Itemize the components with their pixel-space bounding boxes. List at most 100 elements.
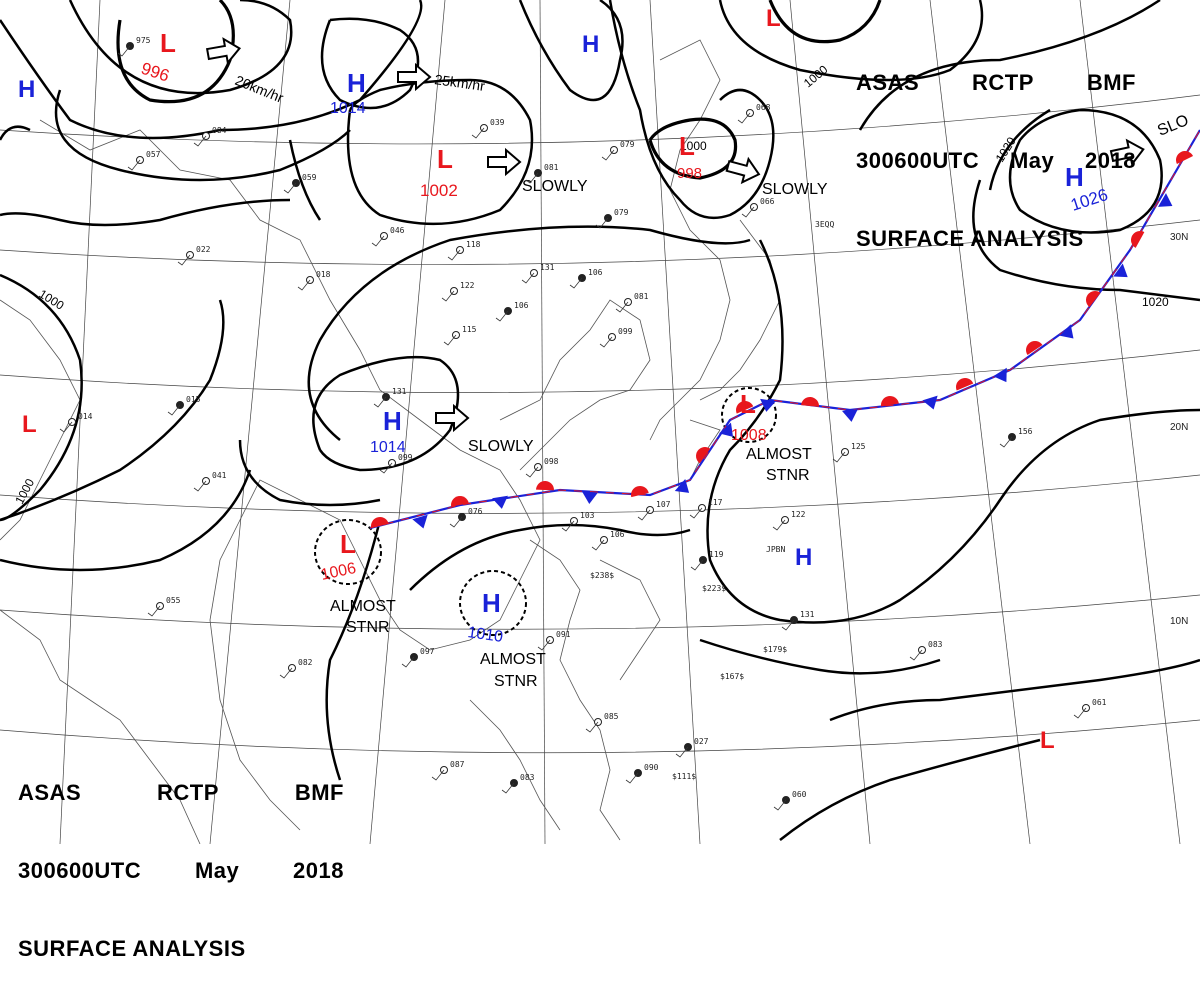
warm-front-semicircle	[536, 481, 554, 491]
ship-label: $238$	[590, 571, 614, 580]
station-pressure-code: 083	[928, 640, 943, 649]
station-pressure-code: 060	[792, 790, 807, 799]
station-observation: 059	[283, 173, 317, 194]
header-bottom-month: May	[194, 858, 240, 883]
station-pressure-code: 015	[186, 395, 201, 404]
station-pressure-code: 061	[1092, 698, 1107, 707]
station-pressure-code: 091	[556, 630, 571, 639]
station-pressure-code: 131	[392, 387, 407, 396]
station-observation: 103	[561, 511, 595, 532]
station-pressure-code: 975	[136, 36, 151, 45]
station-pressure-code: 103	[580, 511, 595, 520]
header-top-line2: 300600UTC May 2018	[856, 148, 1136, 174]
station-observation: 055	[147, 596, 181, 617]
station-pressure-code: 022	[196, 245, 211, 254]
warm-front-semicircle	[881, 396, 899, 407]
header-bottom-code2: RCTP	[157, 780, 219, 805]
station-observation: 068	[737, 103, 771, 124]
station-observation: 079	[595, 208, 629, 229]
station-pressure-code: 156	[1018, 427, 1033, 436]
isobar-label: 1020	[1142, 295, 1169, 309]
warm-front-semicircle	[956, 378, 974, 391]
ship-label: $179$	[763, 645, 787, 654]
dashed-system-circles	[314, 387, 777, 636]
station-observation: 099	[379, 453, 413, 474]
high-center-symbol: H	[347, 68, 366, 98]
station-observation: 083	[501, 773, 535, 794]
header-bottom-code1: ASAS	[18, 780, 82, 805]
station-pressure-code: 076	[468, 507, 483, 516]
movement-arrow-icon	[487, 147, 522, 177]
warm-front-semicircle	[371, 517, 389, 528]
station-observation: 083	[909, 640, 943, 661]
warm-front-semicircle	[736, 401, 754, 414]
low-center-symbol: L	[340, 529, 356, 559]
station-observation: 066	[741, 197, 775, 218]
isobar-label: 1000	[12, 476, 37, 506]
station-pressure-code: 098	[544, 457, 559, 466]
stationary-note-line2: STNR	[346, 619, 390, 636]
station-observation: 118	[447, 240, 481, 261]
surface-analysis-map: 1000 1000 1000 1000 1020 1020 30N 20N 10…	[0, 0, 1200, 844]
station-observation: 090	[625, 763, 659, 784]
low-center-symbol: L	[160, 28, 176, 58]
station-pressure-code: 106	[514, 301, 529, 310]
high-pressure-value: 1014	[370, 439, 406, 456]
station-observation: 081	[615, 292, 649, 313]
high-center-symbol: H	[482, 588, 501, 618]
station-pressure-code: 085	[604, 712, 619, 721]
stationary-front	[369, 129, 1200, 530]
lat-label: 20N	[1170, 422, 1188, 433]
station-pressure-code: 081	[634, 292, 649, 301]
movement-speed-label: SLOWLY	[468, 438, 534, 455]
high-center-symbol: H	[383, 406, 402, 436]
station-pressure-code: 122	[791, 510, 806, 519]
station-pressure-code: 090	[644, 763, 659, 772]
station-observation: 085	[585, 712, 619, 733]
station-observation: 131	[781, 610, 815, 631]
station-pressure-code: 099	[618, 327, 633, 336]
station-pressure-code: 131	[540, 263, 555, 272]
warm-front-semicircle	[1176, 151, 1194, 165]
station-observation: 106	[569, 268, 603, 289]
station-pressure-code: 131	[800, 610, 815, 619]
station-observation: 079	[601, 140, 635, 161]
station-observation: 091	[537, 630, 571, 651]
header-top-code1: ASAS	[856, 70, 920, 95]
stationary-note-line1: ALMOST	[480, 651, 546, 668]
movement-arrow-icon	[725, 156, 761, 185]
station-pressure-code: 106	[610, 530, 625, 539]
movement-arrow-icon	[435, 403, 470, 433]
station-observations: 975 084 057 059 046 039 081 118 131 106 122 115 106 0…	[59, 36, 1107, 811]
low-center-symbol: L	[22, 411, 37, 438]
header-top-line1: ASAS RCTP BMF	[856, 70, 1136, 96]
station-observation: 046	[371, 226, 405, 247]
station-observation: 082	[279, 658, 313, 679]
station-observation: 084	[193, 126, 227, 147]
header-top-time: 300600UTC	[856, 148, 980, 173]
station-pressure-code: 068	[756, 103, 771, 112]
warm-front-semicircle	[451, 496, 469, 507]
station-observation: 122	[441, 281, 475, 302]
low-center-symbol: L	[679, 131, 695, 161]
station-observation: 117	[689, 498, 723, 519]
cold-front-triangle	[412, 514, 428, 529]
station-observation: 097	[401, 647, 435, 668]
ship-label: 3EQQ	[815, 220, 834, 229]
header-bottom-time: 300600UTC	[18, 858, 142, 883]
cold-front-triangle	[492, 495, 508, 509]
station-observation: 022	[177, 245, 211, 266]
movement-speed-label: SLO	[1155, 112, 1191, 140]
station-pressure-code: 087	[450, 760, 465, 769]
cold-front-triangle	[1059, 324, 1074, 339]
lat-labels: 30N 20N 10N	[1170, 232, 1188, 627]
ship-label: $167$	[720, 672, 744, 681]
warm-front-semicircle	[801, 397, 819, 407]
header-bottom: ASAS RCTP BMF 300600UTC May 2018 SURFACE…	[18, 728, 344, 988]
station-observation: 015	[167, 395, 201, 416]
isobars	[0, 0, 1200, 841]
station-pressure-code: 014	[78, 412, 93, 421]
station-pressure-code: 084	[212, 126, 227, 135]
station-pressure-code: 027	[694, 737, 709, 746]
movement-speed-label: SLOWLY	[762, 181, 828, 198]
